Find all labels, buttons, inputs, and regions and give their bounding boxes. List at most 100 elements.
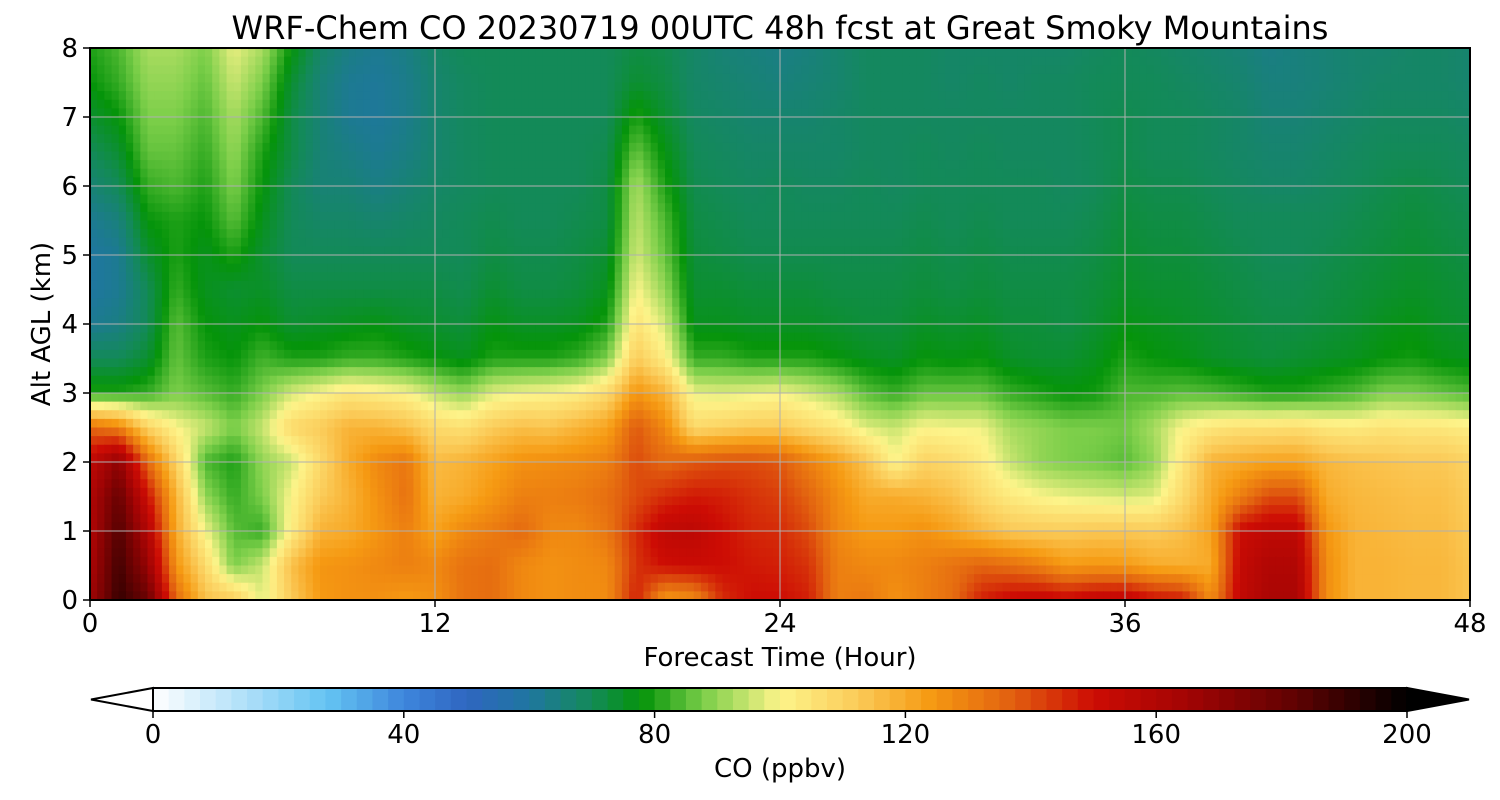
field-cell bbox=[657, 168, 666, 178]
field-cell bbox=[550, 82, 558, 92]
field-cell bbox=[1103, 246, 1112, 256]
field-cell bbox=[1412, 134, 1421, 144]
field-cell bbox=[873, 151, 882, 161]
field-cell bbox=[1304, 108, 1313, 118]
field-cell bbox=[470, 177, 479, 187]
field-cell bbox=[909, 125, 918, 135]
field-cell bbox=[945, 99, 954, 109]
field-cell bbox=[851, 117, 860, 127]
field-cell bbox=[966, 56, 975, 66]
field-cell bbox=[399, 142, 407, 153]
field-cell bbox=[621, 99, 630, 109]
field-cell bbox=[636, 65, 645, 75]
field-cell bbox=[650, 108, 659, 118]
field-cell bbox=[1398, 177, 1406, 187]
field-cell bbox=[1024, 203, 1033, 213]
field-cell bbox=[1254, 73, 1263, 84]
field-cell bbox=[966, 125, 975, 135]
field-cell bbox=[1060, 99, 1069, 109]
field-cell bbox=[478, 246, 486, 256]
field-cell bbox=[1268, 48, 1277, 58]
field-cell bbox=[1412, 186, 1421, 196]
field-cell bbox=[190, 263, 199, 273]
field-cell bbox=[276, 194, 285, 204]
field-cell bbox=[1218, 48, 1227, 58]
field-cell bbox=[1160, 56, 1169, 66]
field-cell bbox=[1232, 99, 1241, 109]
field-cell bbox=[650, 255, 659, 265]
field-cell bbox=[1340, 211, 1349, 222]
field-cell bbox=[1211, 134, 1220, 144]
field-cell bbox=[190, 73, 199, 84]
field-cell bbox=[212, 73, 220, 84]
field-cell bbox=[751, 48, 760, 58]
field-cell bbox=[1175, 160, 1184, 170]
field-cell bbox=[1362, 220, 1370, 230]
field-cell bbox=[801, 117, 810, 127]
field-cell bbox=[880, 91, 889, 101]
field-cell bbox=[693, 151, 702, 161]
field-cell bbox=[499, 160, 508, 170]
field-cell bbox=[557, 160, 565, 170]
field-cell bbox=[672, 263, 680, 273]
field-cell bbox=[205, 73, 213, 84]
field-cell bbox=[435, 108, 443, 118]
field-cell bbox=[1390, 255, 1399, 265]
field-cell bbox=[355, 108, 364, 118]
field-cell bbox=[276, 168, 285, 178]
field-cell bbox=[1211, 186, 1220, 196]
field-cell bbox=[406, 73, 415, 84]
field-cell bbox=[1117, 255, 1126, 265]
field-cell bbox=[205, 56, 213, 66]
field-cell bbox=[1434, 255, 1442, 265]
field-cell bbox=[1081, 263, 1090, 273]
field-cell bbox=[169, 203, 177, 213]
field-cell bbox=[334, 117, 343, 127]
field-cell bbox=[1125, 160, 1133, 170]
field-cell bbox=[492, 211, 501, 222]
field-cell bbox=[780, 125, 788, 135]
field-cell bbox=[758, 160, 767, 170]
field-cell bbox=[1211, 177, 1220, 187]
field-cell bbox=[327, 125, 335, 135]
field-cell bbox=[887, 263, 896, 273]
field-cell bbox=[866, 142, 875, 153]
field-cell bbox=[895, 99, 903, 109]
field-cell bbox=[765, 73, 774, 84]
field-cell bbox=[945, 108, 954, 118]
field-cell bbox=[1448, 65, 1457, 75]
field-cell bbox=[600, 203, 609, 213]
field-cell bbox=[542, 203, 551, 213]
field-cell bbox=[657, 91, 666, 101]
field-cell bbox=[629, 134, 637, 144]
field-cell bbox=[176, 65, 185, 75]
field-cell bbox=[478, 117, 486, 127]
field-cell bbox=[1125, 211, 1133, 222]
field-cell bbox=[808, 73, 817, 84]
field-cell bbox=[542, 186, 551, 196]
field-cell bbox=[1096, 263, 1105, 273]
field-cell bbox=[248, 142, 256, 153]
field-cell bbox=[262, 186, 271, 196]
field-cell bbox=[1225, 229, 1234, 239]
field-cell bbox=[1060, 142, 1069, 153]
field-cell bbox=[1405, 177, 1414, 187]
field-cell bbox=[276, 82, 285, 92]
field-cell bbox=[787, 91, 795, 101]
field-cell bbox=[1211, 108, 1220, 118]
field-cell bbox=[348, 125, 357, 135]
field-cell bbox=[787, 160, 795, 170]
field-cell bbox=[715, 65, 724, 75]
field-cell bbox=[1038, 108, 1047, 118]
field-cell bbox=[470, 220, 479, 230]
field-cell bbox=[276, 142, 285, 153]
field-cell bbox=[506, 134, 515, 144]
field-cell bbox=[780, 134, 788, 144]
field-cell bbox=[844, 91, 853, 101]
field-cell bbox=[1448, 125, 1457, 135]
field-cell bbox=[348, 263, 357, 273]
field-cell bbox=[406, 211, 415, 222]
field-cell bbox=[183, 134, 192, 144]
field-cell bbox=[1074, 125, 1083, 135]
field-cell bbox=[363, 73, 371, 84]
